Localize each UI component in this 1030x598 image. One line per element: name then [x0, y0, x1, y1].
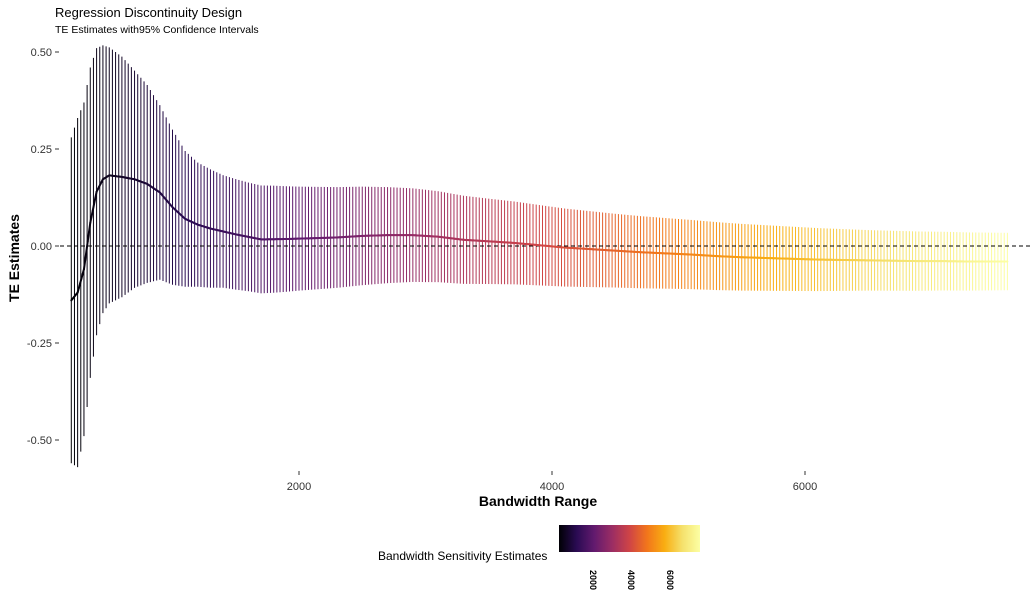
x-axis: 2000 4000 6000: [287, 471, 817, 493]
x-tick-label: 6000: [793, 481, 817, 493]
legend-tick-label: 4000: [626, 569, 637, 591]
y-tick-label: 0.00: [31, 241, 52, 253]
legend-title: Bandwidth Sensitivity Estimates: [378, 549, 548, 563]
estimate-curve: [70, 174, 1009, 302]
y-axis: 0.50 0.25 0.00 -0.25 -0.50: [27, 47, 59, 447]
y-tick-label: 0.25: [31, 144, 52, 156]
y-tick-label: -0.50: [27, 435, 52, 447]
x-axis-label: Bandwidth Range: [478, 493, 598, 509]
estimate-segment: [82, 258, 87, 271]
estimate-segment: [91, 203, 96, 212]
y-tick-label: 0.50: [31, 47, 52, 59]
chart-subtitle: TE Estimates with95% Confidence Interval…: [55, 24, 259, 36]
confidence-interval-bars: [70, 45, 1008, 468]
estimate-segment: [94, 190, 98, 199]
x-tick-label: 2000: [287, 481, 311, 493]
legend-tick-label: 6000: [664, 569, 675, 591]
estimate-segment: [86, 231, 91, 243]
x-tick-label: 4000: [540, 481, 564, 493]
chart-title: Regression Discontinuity Design: [55, 5, 243, 20]
estimate-segment: [89, 215, 93, 224]
y-axis-label: TE Estimates: [6, 214, 22, 302]
estimate-segment: [88, 221, 92, 234]
estimate-segment: [90, 209, 94, 218]
legend-tick-label: 2000: [588, 569, 599, 591]
y-tick-label: -0.25: [27, 338, 52, 350]
legend-colorbar: [559, 525, 700, 552]
estimate-segment: [85, 240, 89, 252]
estimate-segment: [84, 249, 88, 261]
estimate-segment: [93, 196, 97, 206]
